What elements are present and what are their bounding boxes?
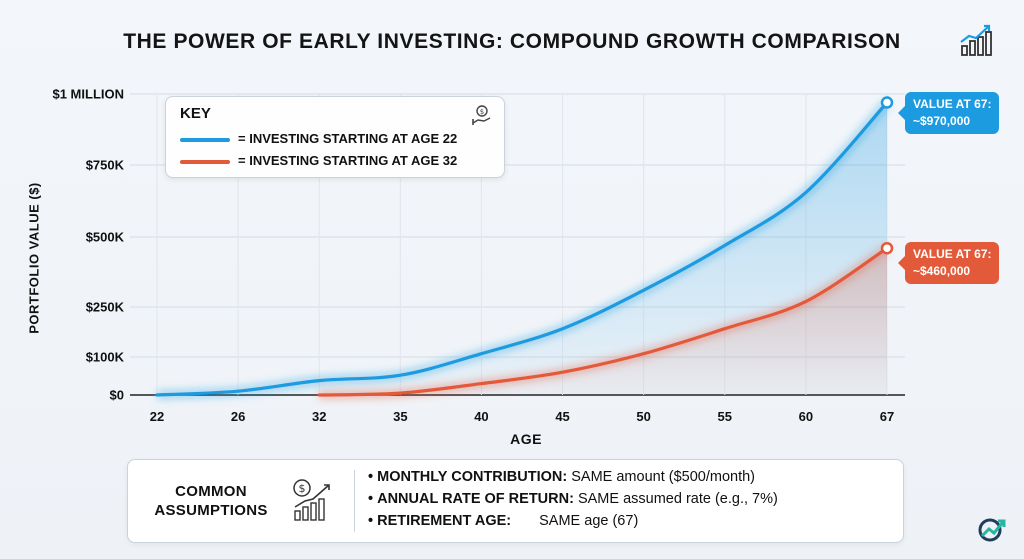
legend-title: KEY bbox=[180, 105, 211, 122]
series-line-early bbox=[155, 100, 889, 397]
assumption-item: • MONTHLY CONTRIBUTION: SAME amount ($50… bbox=[368, 469, 755, 485]
y-tick-label: $250K bbox=[85, 299, 124, 315]
legend-label-late: = INVESTING STARTING AT AGE 32 bbox=[238, 153, 458, 168]
legend-label-early: = INVESTING STARTING AT AGE 22 bbox=[238, 131, 458, 146]
y-tick-label: $0 bbox=[109, 387, 124, 403]
assumption-bullet: • bbox=[368, 469, 374, 485]
callout-late-line2: ~$460,000 bbox=[913, 264, 971, 278]
x-tick-label: 35 bbox=[393, 409, 408, 424]
legend-swatch-late bbox=[180, 159, 230, 164]
legend: KEY $ = INVESTING STARTING AT AGE 22 = I… bbox=[165, 96, 505, 178]
callout-late-value: VALUE AT 67: ~$460,000 bbox=[905, 242, 1000, 284]
y-tick-label: $500K bbox=[85, 229, 124, 245]
assumption-label: RETIREMENT AGE: bbox=[377, 513, 512, 529]
legend-item-early: = INVESTING STARTING AT AGE 22 bbox=[180, 131, 457, 146]
x-tick-label: 67 bbox=[879, 409, 895, 424]
series-area-late bbox=[319, 248, 887, 395]
callout-early-line1: VALUE AT 67: bbox=[913, 97, 992, 111]
assumption-label: MONTHLY CONTRIBUTION: bbox=[377, 469, 568, 485]
svg-text:$: $ bbox=[480, 108, 484, 116]
x-tick-label: 22 bbox=[149, 409, 165, 424]
assumption-bullet: • bbox=[368, 513, 374, 529]
growth-chart-icon bbox=[960, 24, 992, 56]
series-endpoint-early bbox=[880, 96, 894, 109]
dollar-chart-icon: $ bbox=[293, 479, 330, 521]
x-tick-label: 50 bbox=[636, 409, 651, 424]
series-endpoint-late bbox=[880, 241, 894, 255]
y-tick-label: $100K bbox=[85, 349, 124, 365]
assumption-value: SAME age (67) bbox=[539, 513, 639, 529]
assumptions-title-line2: ASSUMPTIONS bbox=[154, 502, 268, 519]
assumption-bullet: • bbox=[368, 491, 374, 507]
assumption-value: SAME amount ($500/month) bbox=[571, 469, 756, 485]
assumption-item: • ANNUAL RATE OF RETURN: SAME assumed ra… bbox=[368, 491, 778, 507]
x-tick-label: 26 bbox=[230, 409, 246, 424]
callout-early-line2: ~$970,000 bbox=[913, 114, 971, 128]
x-tick-label: 45 bbox=[555, 409, 570, 424]
series-area-early bbox=[157, 102, 887, 395]
assumption-label: ANNUAL RATE OF RETURN: bbox=[377, 491, 574, 507]
x-tick-label: 60 bbox=[798, 409, 814, 424]
series-line-late bbox=[317, 246, 889, 397]
chart-title: THE POWER OF EARLY INVESTING: COMPOUND G… bbox=[123, 30, 901, 53]
y-tick-label: $1 MILLION bbox=[52, 86, 124, 102]
callout-early-value: VALUE AT 67: ~$970,000 bbox=[905, 92, 1000, 134]
assumptions-title: COMMON ASSUMPTIONS bbox=[136, 482, 286, 520]
assumptions-title-line1: COMMON bbox=[175, 483, 247, 500]
legend-swatch-early bbox=[180, 137, 230, 142]
x-axis-label: AGE bbox=[510, 431, 542, 447]
legend-item-late: = INVESTING STARTING AT AGE 32 bbox=[180, 153, 457, 168]
x-tick-label: 32 bbox=[311, 409, 327, 424]
assumptions-panel: COMMON ASSUMPTIONS $ • MONTHLY CONTRIBUT… bbox=[127, 459, 904, 543]
svg-text:$: $ bbox=[299, 482, 306, 495]
callout-late-line1: VALUE AT 67: bbox=[913, 247, 992, 261]
assumption-item: • RETIREMENT AGE: SAME age (67) bbox=[368, 513, 638, 529]
x-tick-label: 40 bbox=[474, 409, 489, 424]
assumption-value: SAME assumed rate (e.g., 7%) bbox=[577, 491, 778, 507]
y-tick-label: $750K bbox=[85, 157, 124, 173]
money-hand-icon: $ bbox=[472, 105, 491, 125]
assumptions-divider bbox=[354, 470, 355, 532]
x-tick-label: 55 bbox=[717, 409, 732, 424]
brand-logo-icon bbox=[978, 518, 1006, 542]
